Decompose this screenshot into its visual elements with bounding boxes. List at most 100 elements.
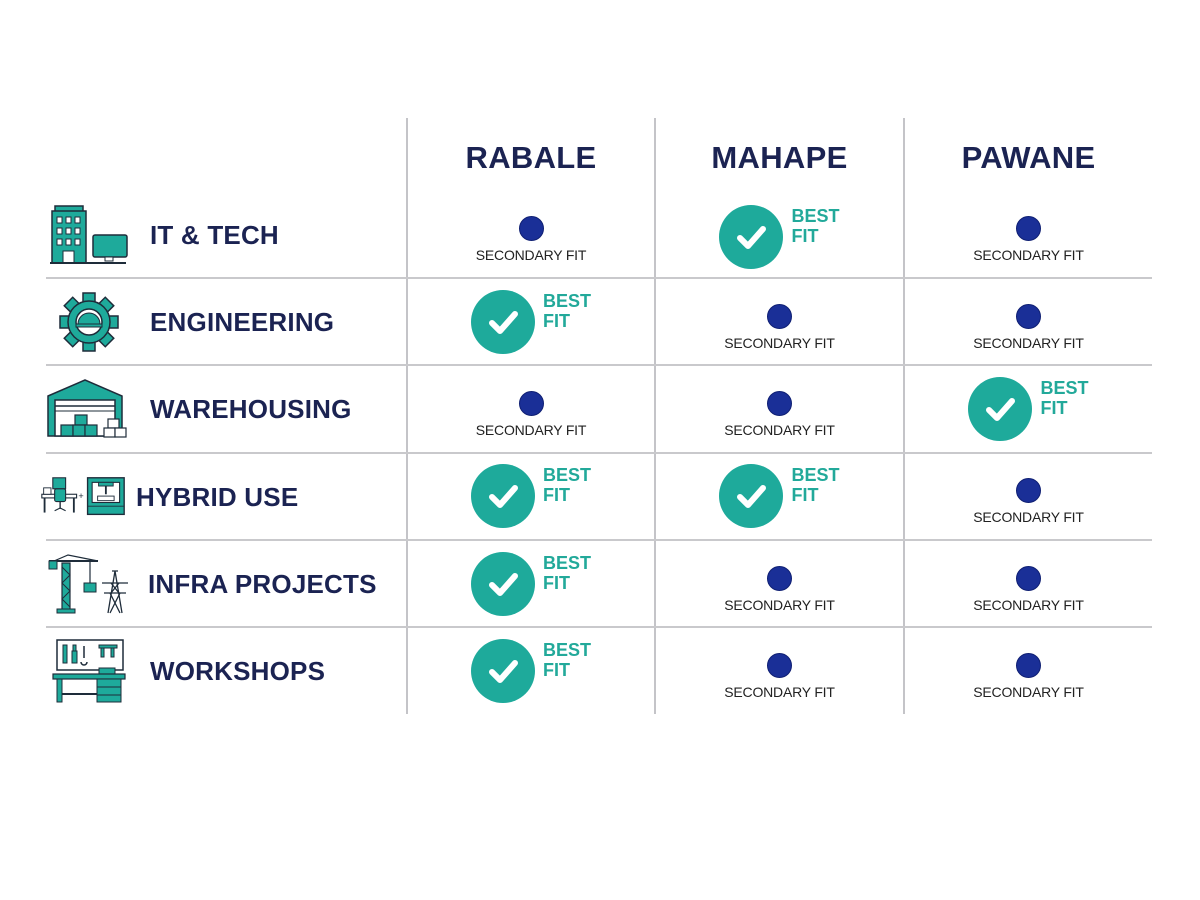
cell-warehousing-mahape: SECONDARY FIT	[656, 379, 903, 449]
secondary-fit-marker: SECONDARY FIT	[724, 390, 835, 438]
cell-it-tech-rabale: SECONDARY FIT	[408, 204, 654, 274]
best-fit-label: BEST FIT	[543, 465, 591, 505]
secondary-fit-marker: SECONDARY FIT	[475, 390, 587, 438]
row-label-warehousing: WAREHOUSING	[46, 376, 407, 442]
secondary-fit-marker: SECONDARY FIT	[973, 303, 1084, 351]
secondary-fit-marker: SECONDARY FIT	[724, 652, 835, 700]
best-fit-line2: FIT	[542, 573, 570, 593]
cell-warehousing-rabale: SECONDARY FIT	[408, 379, 654, 449]
cell-hybrid-use-mahape: BEST FIT	[656, 461, 903, 531]
secondary-fit-marker: SECONDARY FIT	[475, 215, 587, 263]
crane-pylon-icon	[46, 551, 132, 617]
check-circle-icon	[470, 464, 535, 528]
best-fit-line1: BEST	[791, 206, 840, 226]
row-label-engineering: ENGINEERING	[46, 289, 407, 355]
secondary-fit-marker: SECONDARY FIT	[973, 477, 1084, 525]
column-header-pawane: PAWANE	[961, 140, 1096, 175]
row-divider	[46, 364, 1152, 366]
column-header-mahape: MAHAPE	[711, 140, 848, 175]
best-fit-label: BEST FIT	[1040, 378, 1088, 418]
secondary-fit-dot	[518, 215, 544, 241]
secondary-fit-dot	[767, 303, 792, 329]
column-header-rabale: RABALE	[465, 140, 597, 175]
check-circle-icon	[470, 290, 535, 354]
cell-infra-projects-mahape: SECONDARY FIT	[656, 554, 903, 624]
secondary-fit-label: SECONDARY FIT	[973, 334, 1084, 351]
best-fit-label: BEST FIT	[543, 553, 591, 593]
check-circle-icon	[719, 464, 784, 528]
row-label-text: WORKSHOPS	[150, 655, 326, 686]
secondary-fit-label: SECONDARY FIT	[475, 421, 587, 438]
office-building-computer-icon	[46, 202, 132, 268]
best-fit-marker: BEST FIT	[470, 464, 591, 528]
secondary-fit-marker: SECONDARY FIT	[724, 565, 835, 613]
row-divider	[46, 277, 1152, 279]
best-fit-line1: BEST	[542, 640, 591, 660]
best-fit-marker: BEST FIT	[968, 377, 1089, 441]
secondary-fit-label: SECONDARY FIT	[475, 246, 587, 263]
best-fit-line1: BEST	[1040, 378, 1089, 398]
secondary-fit-dot	[1016, 477, 1041, 503]
best-fit-line2: FIT	[542, 660, 570, 680]
row-label-hybrid-use: + HYBRID USE	[41, 464, 407, 530]
best-fit-marker: BEST FIT	[719, 205, 840, 269]
secondary-fit-marker: SECONDARY FIT	[973, 565, 1084, 613]
secondary-fit-label: SECONDARY FIT	[724, 596, 835, 613]
cell-hybrid-use-pawane: SECONDARY FIT	[905, 466, 1152, 536]
check-circle-icon	[719, 205, 784, 269]
best-fit-marker: BEST FIT	[719, 464, 840, 528]
cell-hybrid-use-rabale: BEST FIT	[408, 461, 654, 531]
check-circle-icon	[968, 377, 1033, 441]
best-fit-marker: BEST FIT	[470, 290, 591, 354]
row-label-text: INFRA PROJECTS	[148, 568, 377, 599]
secondary-fit-marker: SECONDARY FIT	[724, 303, 835, 351]
cell-warehousing-pawane: BEST FIT	[905, 374, 1152, 444]
row-divider	[46, 626, 1152, 628]
column-divider	[406, 118, 408, 714]
best-fit-line2: FIT	[542, 311, 570, 331]
secondary-fit-label: SECONDARY FIT	[973, 683, 1084, 700]
secondary-fit-marker: SECONDARY FIT	[973, 652, 1084, 700]
row-divider	[46, 539, 1152, 541]
best-fit-line1: BEST	[542, 291, 591, 311]
secondary-fit-dot	[518, 390, 544, 416]
cell-engineering-rabale: BEST FIT	[408, 287, 654, 357]
row-label-text: HYBRID USE	[136, 481, 299, 512]
warehouse-boxes-icon	[46, 376, 132, 442]
secondary-fit-marker: SECONDARY FIT	[973, 215, 1084, 263]
best-fit-line2: FIT	[542, 485, 570, 505]
secondary-fit-dot	[1016, 215, 1041, 241]
secondary-fit-dot	[767, 565, 792, 591]
fit-matrix: RABALE MAHAPE PAWANE IT & TECH	[41, 118, 1152, 714]
row-label-text: WAREHOUSING	[150, 393, 352, 424]
secondary-fit-label: SECONDARY FIT	[973, 508, 1084, 525]
best-fit-line2: FIT	[791, 485, 819, 505]
secondary-fit-label: SECONDARY FIT	[973, 246, 1084, 263]
row-label-infra-projects: INFRA PROJECTS	[46, 551, 407, 617]
cell-engineering-mahape: SECONDARY FIT	[656, 292, 903, 362]
best-fit-label: BEST FIT	[791, 206, 839, 246]
secondary-fit-dot	[1016, 303, 1041, 329]
best-fit-marker: BEST FIT	[470, 639, 591, 703]
office-plus-machine-icon: +	[40, 464, 126, 530]
cell-infra-projects-rabale: BEST FIT	[408, 549, 654, 619]
best-fit-line1: BEST	[791, 465, 840, 485]
best-fit-label: BEST FIT	[543, 640, 591, 680]
best-fit-marker: BEST FIT	[470, 552, 591, 616]
secondary-fit-dot	[767, 652, 792, 678]
secondary-fit-label: SECONDARY FIT	[973, 596, 1084, 613]
column-divider	[654, 118, 656, 714]
best-fit-line1: BEST	[542, 553, 591, 573]
best-fit-line2: FIT	[791, 226, 819, 246]
svg-text:+: +	[78, 491, 83, 501]
cell-engineering-pawane: SECONDARY FIT	[905, 292, 1152, 362]
row-label-workshops: WORKSHOPS	[46, 638, 407, 704]
cell-workshops-pawane: SECONDARY FIT	[905, 641, 1152, 711]
cell-workshops-mahape: SECONDARY FIT	[656, 641, 903, 711]
secondary-fit-label: SECONDARY FIT	[724, 683, 835, 700]
secondary-fit-dot	[767, 390, 792, 416]
best-fit-line2: FIT	[1040, 398, 1068, 418]
row-label-text: ENGINEERING	[150, 306, 335, 337]
row-label-it-tech: IT & TECH	[46, 202, 407, 268]
best-fit-line1: BEST	[542, 465, 591, 485]
